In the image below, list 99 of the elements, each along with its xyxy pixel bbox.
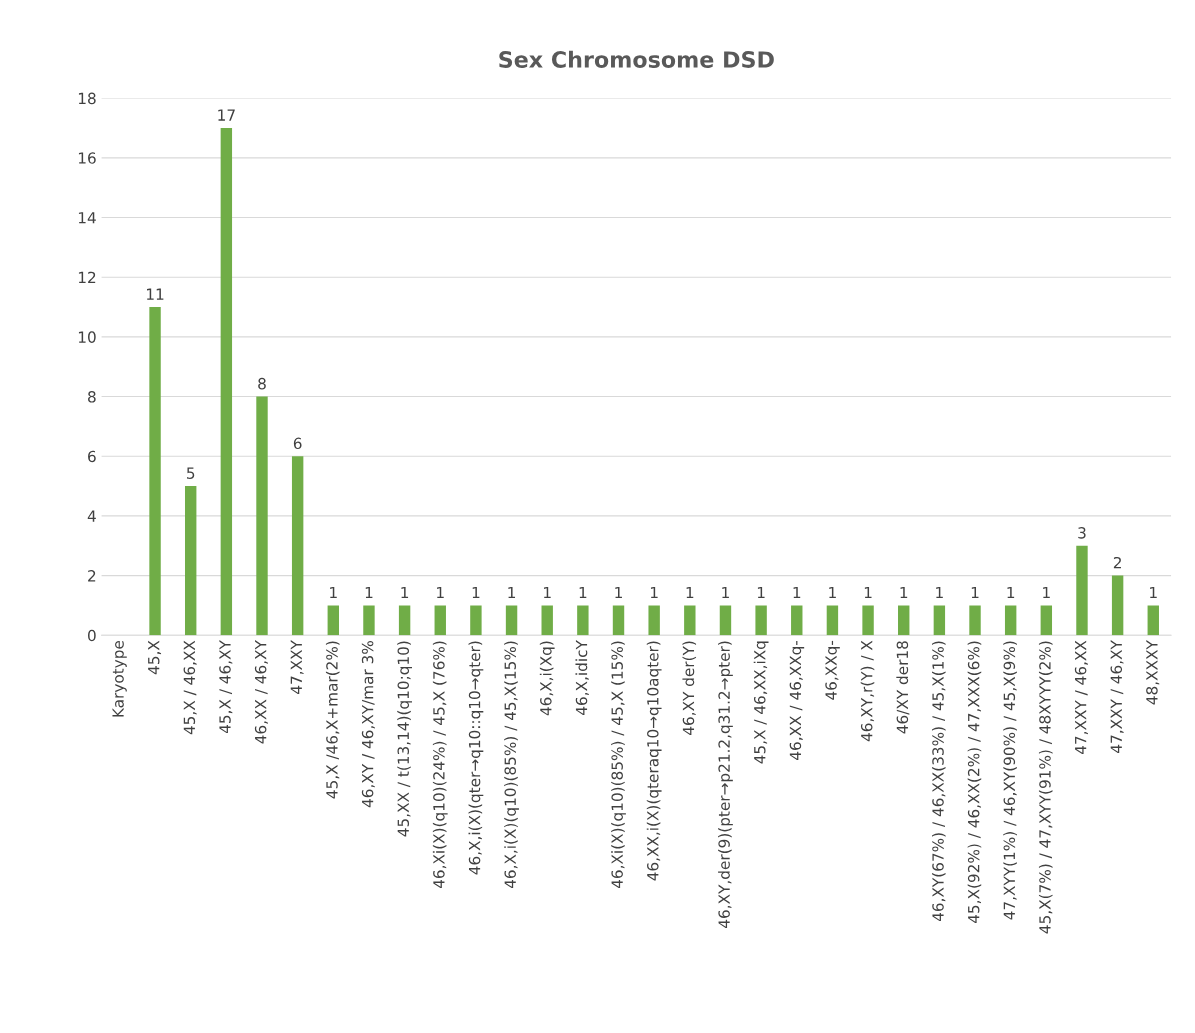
bar — [1040, 605, 1053, 636]
data-label: 5 — [187, 467, 195, 479]
data-label: 6 — [293, 437, 302, 450]
x-tick-label: 46,XX / 46,XXq- — [789, 640, 805, 760]
bar — [1076, 545, 1088, 636]
bar — [969, 605, 981, 636]
x-tick-label: 47,XYY(1%) / 46,XY(90%) / 45,X(9%) — [1003, 641, 1017, 920]
data-label: 1 — [472, 586, 480, 599]
bar — [291, 456, 304, 636]
bar — [826, 605, 839, 636]
y-tick-label: 2 — [88, 570, 96, 582]
x-tick-label: 46,XX / 46,XY — [254, 640, 268, 744]
data-label: 1 — [900, 586, 908, 599]
y-tick-label: 12 — [78, 271, 96, 283]
chart-title: Sex Chromosome DSD — [499, 50, 774, 68]
x-tick-label: 46,Xi(X)(q10)(24%) / 45,X (76%) — [432, 641, 448, 889]
data-label: 1 — [864, 586, 872, 599]
bar — [149, 307, 161, 636]
data-label: 8 — [258, 377, 266, 390]
data-label: 1 — [971, 586, 979, 599]
data-label: 1 — [508, 586, 516, 599]
data-label: 1 — [401, 586, 409, 599]
data-label: 2 — [1113, 556, 1121, 569]
x-tick-label: 46,XY,der(9)(pter→p21.2,q31.2→pter) — [718, 641, 733, 928]
x-tick-label: 45,X — [148, 640, 162, 675]
data-label: 11 — [147, 288, 164, 300]
y-tick-label: 0 — [88, 629, 96, 642]
bar — [684, 605, 696, 636]
data-label: 1 — [579, 586, 587, 599]
data-label: 1 — [722, 586, 729, 599]
bar — [434, 605, 446, 636]
y-tick-label: 18 — [78, 92, 96, 105]
x-tick-label: Karyotype — [112, 640, 127, 717]
x-tick-label: 46,X,i(Xq) — [539, 641, 555, 716]
data-label: 17 — [218, 109, 235, 121]
data-label: 1 — [650, 586, 658, 599]
x-tick-label: 46,XY(67%) / 46,XX(33%) / 45,X(1%) — [931, 641, 946, 922]
x-tick-label: 46,X,i(X)(qter→q10::q10→qter) — [468, 641, 484, 875]
bar — [470, 605, 482, 636]
bar — [185, 486, 197, 636]
y-tick-label: 10 — [78, 331, 96, 343]
bar — [1147, 605, 1159, 636]
data-label: 1 — [793, 586, 801, 599]
data-label: 1 — [757, 586, 765, 599]
bar — [1004, 605, 1017, 636]
bar — [363, 605, 375, 636]
x-tick-label: 45,X / 46,XX — [183, 640, 197, 735]
data-label: 1 — [686, 586, 694, 599]
data-label: 1 — [330, 586, 337, 599]
x-tick-label: 45,XX / t(13,14)(q10;q10) — [397, 641, 412, 837]
data-label: 1 — [437, 586, 444, 599]
y-tick-label: 4 — [87, 510, 96, 522]
bar — [220, 127, 233, 636]
x-tick-label: 47,XXY / 46,XX — [1074, 640, 1088, 755]
x-tick-label: 45,X / 46,XY — [219, 640, 233, 734]
data-label: 1 — [615, 586, 622, 599]
x-tick-label: 46,XX,i(X)(qteraq10→q10aqter) — [646, 641, 662, 881]
bar — [791, 605, 803, 636]
x-tick-label: 47,XXY / 46,XY — [1110, 640, 1124, 753]
bar — [1111, 575, 1124, 636]
bar — [327, 605, 340, 636]
bar — [612, 605, 625, 636]
bar — [719, 605, 732, 636]
bar — [898, 605, 910, 636]
x-tick-label: 48,XXXY — [1146, 640, 1160, 705]
data-label: 1 — [1150, 586, 1157, 599]
x-tick-label: 45,X(92%) / 46,XX(2%) / 47,XXX(6%) — [967, 641, 982, 923]
bar — [755, 605, 767, 636]
x-tick-label: 46,XY / 46,XY/mar 3% — [361, 640, 375, 808]
bar — [577, 605, 589, 636]
x-tick-label: 46,XY,r(Y) / X — [860, 640, 875, 742]
data-label: 1 — [936, 586, 943, 599]
x-tick-label: 46/XY der18 — [896, 641, 910, 734]
data-label: 1 — [829, 586, 836, 599]
bar — [256, 396, 268, 636]
y-tick-label: 6 — [88, 450, 96, 463]
x-tick-label: 46,XY der(Y) — [682, 641, 697, 735]
bar — [648, 605, 660, 636]
y-tick-label: 14 — [78, 212, 96, 224]
data-label: 3 — [1078, 527, 1086, 539]
x-tick-label: 46,XXq- — [825, 640, 840, 700]
bar — [862, 605, 874, 636]
data-label: 1 — [365, 586, 373, 599]
bar — [398, 605, 411, 636]
data-label: 1 — [1007, 586, 1015, 599]
x-tick-label: 45,X / 46,XX,iXq — [753, 641, 769, 764]
data-label: 1 — [544, 586, 551, 599]
x-tick-label: 46,X,idicY — [575, 640, 589, 715]
x-tick-label: 46,Xi(X)(q10)(85%) / 45,X (15%) — [611, 641, 626, 889]
bar — [541, 605, 553, 636]
bar — [933, 605, 946, 636]
y-tick-label: 16 — [78, 152, 96, 164]
x-tick-label: 45,X(7%) / 47,XYY(91%) / 48XYYY(2%) — [1038, 641, 1053, 934]
x-tick-label: 45,X /46,X+mar(2%) — [325, 641, 340, 799]
bar — [505, 605, 518, 636]
y-tick-label: 8 — [88, 391, 96, 403]
x-tick-label: 46,X,i(X)(q10)(85%) / 45,X(15%) — [504, 641, 519, 889]
x-tick-label: 47,XXY — [290, 640, 304, 694]
data-label: 1 — [1043, 586, 1050, 599]
